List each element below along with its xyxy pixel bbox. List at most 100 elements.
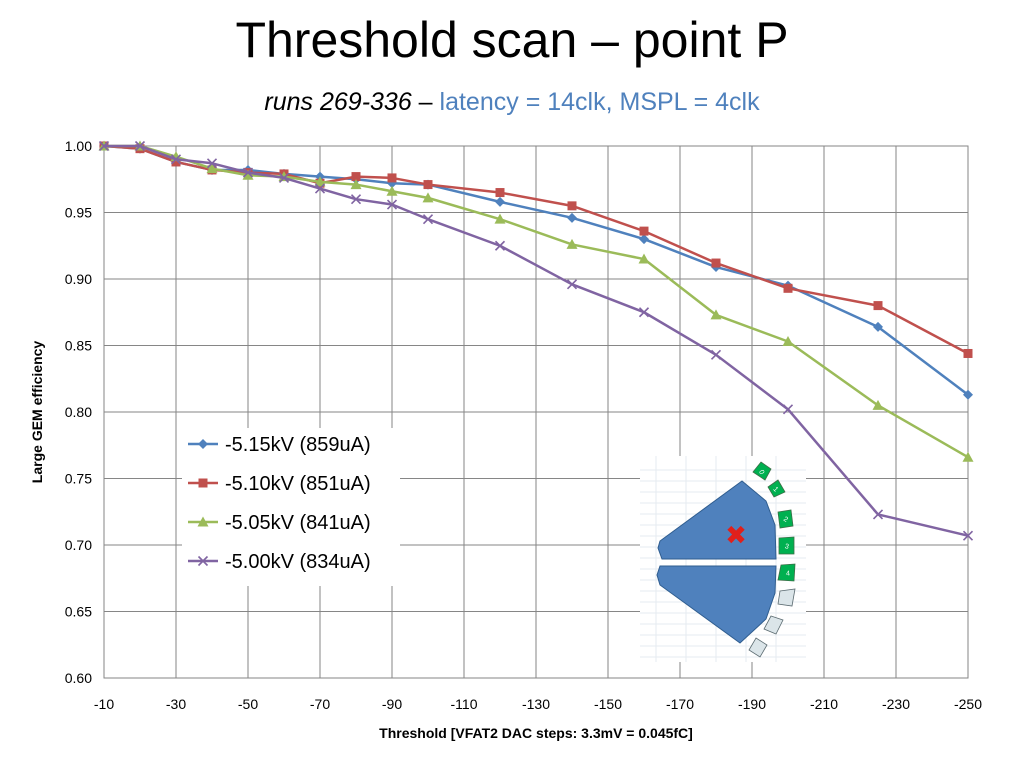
x-tick-label: -230 xyxy=(882,696,910,712)
data-point xyxy=(638,253,650,264)
legend-swatch-marker xyxy=(198,439,208,449)
data-point xyxy=(351,172,361,182)
data-point xyxy=(963,389,973,400)
beam-position-marker: ✖ xyxy=(725,521,747,551)
data-point xyxy=(314,176,326,187)
data-point xyxy=(639,234,649,245)
subtitle-dash: – xyxy=(411,88,440,116)
data-point xyxy=(638,307,650,318)
data-point xyxy=(206,158,218,169)
x-tick-label: -130 xyxy=(522,696,550,712)
x-axis-label: Threshold [VFAT2 DAC steps: 3.3mV = 0.04… xyxy=(379,725,693,741)
y-tick-label: 1.00 xyxy=(65,138,92,154)
inactive-segment xyxy=(777,588,796,607)
x-tick-label: -110 xyxy=(451,696,478,712)
x-tick-label: -150 xyxy=(594,696,622,712)
plot-area xyxy=(103,145,969,679)
legend-swatch-marker xyxy=(198,478,208,488)
y-tick-label: 0.60 xyxy=(65,670,92,686)
y-axis-label: Large GEM efficiency xyxy=(29,341,45,484)
subtitle-params: latency = 14clk, MSPL = 4clk xyxy=(439,88,760,116)
subtitle-runs: runs 269-336 xyxy=(264,88,412,116)
data-point xyxy=(567,212,577,223)
segment-number: 4 xyxy=(786,570,790,577)
chart-legend: -5.15kV (859uA) -5.10kV (851uA) -5.05kV (8… xyxy=(182,428,400,586)
legend-swatch-marker xyxy=(197,516,209,527)
y-tick-label: 0.85 xyxy=(65,338,92,354)
data-point xyxy=(98,140,110,152)
data-point xyxy=(350,179,362,190)
legend-item: -5.05kV (841uA) xyxy=(188,512,371,534)
segment-shape xyxy=(778,536,795,555)
x-tick-label: -90 xyxy=(382,696,402,712)
data-point xyxy=(710,349,722,360)
legend-label: -5.05kV (841uA) xyxy=(225,512,371,534)
chamber-lower-sector xyxy=(656,565,777,644)
x-tick-label: -10 xyxy=(94,696,114,712)
data-point xyxy=(962,530,974,541)
data-point xyxy=(872,399,884,410)
data-point xyxy=(566,238,578,249)
y-tick-label: 0.90 xyxy=(65,271,92,287)
data-point xyxy=(387,173,397,183)
segment-shape xyxy=(777,509,794,529)
x-tick-label: -50 xyxy=(238,696,258,712)
y-tick-label: 0.80 xyxy=(65,404,92,420)
data-point xyxy=(962,451,974,462)
segment-shape xyxy=(777,563,796,582)
data-point xyxy=(494,240,506,251)
inactive-segment xyxy=(748,637,768,658)
segment-1: 1 xyxy=(767,479,786,498)
legend-item: -5.10kV (851uA) xyxy=(188,473,371,495)
segment-0: 0 xyxy=(752,461,772,481)
x-tick-label: -250 xyxy=(954,696,982,712)
data-point xyxy=(422,214,434,225)
data-point xyxy=(495,188,505,198)
data-point xyxy=(782,404,794,415)
legend-item: -5.00kV (834uA) xyxy=(188,551,371,573)
data-point xyxy=(423,180,433,190)
segment-shape xyxy=(752,461,772,481)
data-point xyxy=(567,201,577,211)
segment-number: 2 xyxy=(782,516,789,524)
legend-background xyxy=(182,428,400,586)
data-point xyxy=(873,321,883,332)
slide-title: Threshold scan – point P xyxy=(235,12,789,68)
data-point xyxy=(782,336,794,347)
readout-segments: 0 1 2 3 4 xyxy=(748,461,796,658)
segment-4: 4 xyxy=(777,563,796,582)
chart-series xyxy=(98,140,974,541)
data-point xyxy=(494,213,506,224)
slide-subtitle: runs 269-336 – latency = 14clk, MSPL = 4… xyxy=(0,86,1024,118)
y-tick-label: 0.75 xyxy=(65,471,92,487)
data-point xyxy=(242,169,254,180)
data-point xyxy=(170,154,182,165)
data-point xyxy=(639,226,649,236)
data-point xyxy=(422,192,434,203)
gem-chamber-inset: 0 1 2 3 4 ✖ xyxy=(640,456,806,662)
chamber-upper-sector xyxy=(657,480,777,560)
segment-2: 2 xyxy=(777,509,794,529)
x-tick-label: -210 xyxy=(810,696,838,712)
segment-shape xyxy=(767,479,786,498)
series-4 xyxy=(98,140,974,541)
y-axis-ticks: 0.60 0.65 0.70 0.75 0.80 0.85 0.90 0.95 1.00 xyxy=(65,138,92,686)
y-tick-label: 0.65 xyxy=(65,604,92,620)
segment-number: 3 xyxy=(784,543,790,551)
data-point xyxy=(873,301,883,311)
legend-label: -5.15kV (859uA) xyxy=(225,434,371,456)
data-point xyxy=(206,163,218,174)
chart-grid xyxy=(103,145,969,679)
x-tick-label: -30 xyxy=(166,696,186,712)
y-tick-label: 0.70 xyxy=(65,537,92,553)
data-point xyxy=(711,258,721,268)
x-tick-label: -70 xyxy=(310,696,330,712)
x-axis-ticks: -10 -30 -50 -70 -90 -110 -130 -150 -170 -190 -210 -… xyxy=(94,696,982,712)
data-point xyxy=(242,167,254,178)
data-point xyxy=(566,279,578,290)
legend-label: -5.00kV (834uA) xyxy=(225,551,371,573)
data-point xyxy=(278,172,290,183)
data-point xyxy=(350,194,362,205)
data-point xyxy=(171,157,181,167)
